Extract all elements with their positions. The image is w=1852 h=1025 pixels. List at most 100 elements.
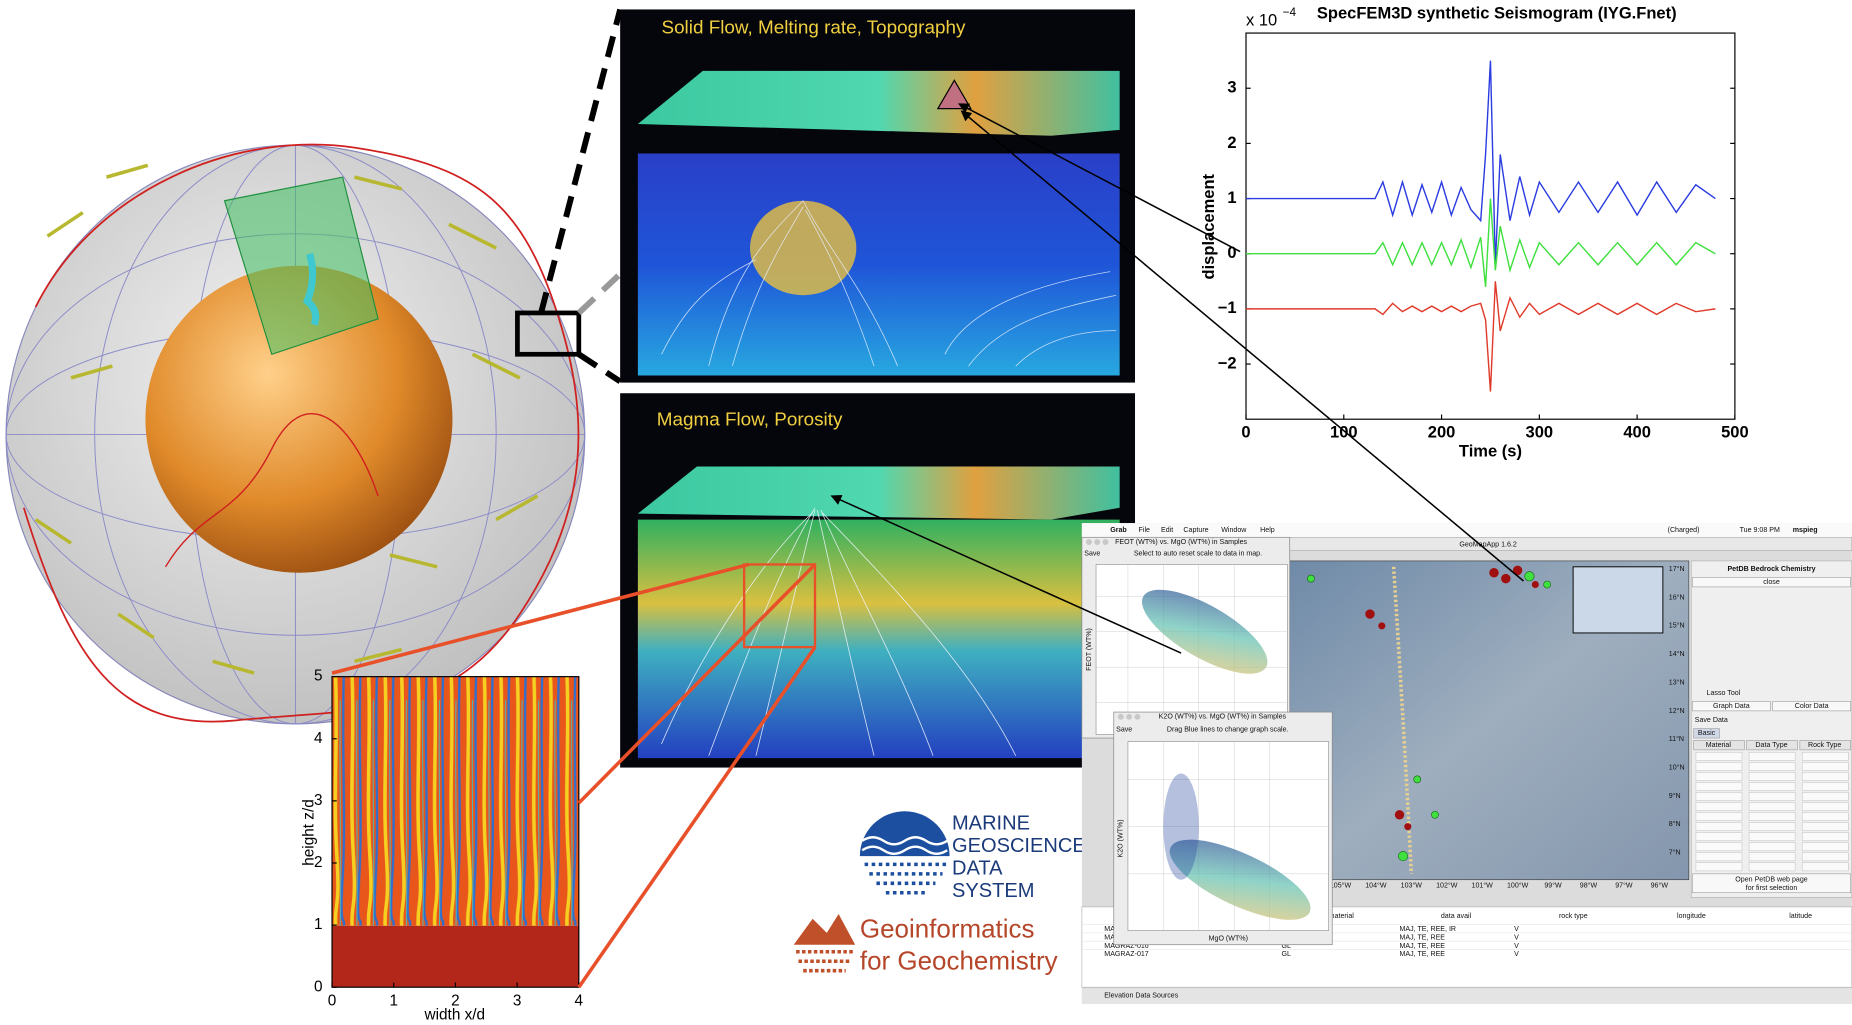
logo-text: GEOSCIENCE [952,835,1086,857]
menu-item[interactable]: Edit [1161,526,1173,534]
filter-cell[interactable] [1696,853,1742,861]
close-button-label[interactable]: close [1763,578,1780,586]
collage: Solid Flow, Melting rate, Topography Mag… [0,0,1852,1025]
logo-text: Geoinformatics [860,913,1035,943]
filter-cell[interactable] [1802,782,1848,790]
filter-cell[interactable] [1802,772,1848,780]
tab-label[interactable]: Basic [1698,729,1716,737]
filter-cell[interactable] [1696,802,1742,810]
logo-text: DATA [952,857,1003,879]
filter-cell[interactable] [1749,762,1795,770]
lon-label: 101°W [1472,882,1494,890]
panel-title: Solid Flow, Melting rate, Topography [661,17,965,38]
table-cell: V [1514,933,1519,941]
filter-cell[interactable] [1696,812,1742,820]
button-label[interactable]: Color Data [1795,702,1829,710]
table-cell: MAGRAZ-017 [1104,950,1149,958]
lon-label: 98°W [1580,882,1598,890]
filter-cell[interactable] [1749,863,1795,871]
lat-label: 12°N [1669,707,1685,715]
save-button[interactable]: Save [1116,726,1132,734]
filter-cell[interactable] [1802,822,1848,830]
graph-hint: Drag Blue lines to change graph scale. [1167,726,1289,734]
lat-label: 15°N [1669,622,1685,630]
window-title-bar [1290,537,1852,550]
filter-cell[interactable] [1802,812,1848,820]
menu-item[interactable]: Capture [1183,526,1208,534]
filter-cell[interactable] [1802,833,1848,841]
window-title: GeoMapApp 1.6.2 [1459,540,1517,548]
filter-cell[interactable] [1749,843,1795,851]
button-label[interactable]: Graph Data [1713,702,1750,710]
lon-label: 104°W [1365,882,1387,890]
filter-cell[interactable] [1802,792,1848,800]
filter-cell[interactable] [1749,822,1795,830]
menu-item[interactable]: File [1139,526,1150,534]
zoom-line [541,9,620,312]
lon-label: 105°W [1330,882,1352,890]
lat-label: 13°N [1669,678,1685,686]
filter-cell[interactable] [1749,772,1795,780]
filter-cell[interactable] [1696,772,1742,780]
graph-x-label: MgO (WT%) [1209,935,1248,943]
x-tick-label: 0 [1241,423,1250,442]
column-header-label: Material [1706,741,1732,749]
graph-title: K2O (WT%) vs. MgO (WT%) in Samples [1159,713,1287,721]
elevation-sources[interactable]: Elevation Data Sources [1104,991,1178,999]
filter-cell[interactable] [1749,853,1795,861]
filter-cell[interactable] [1802,802,1848,810]
logo-text: for Geochemistry [860,945,1058,975]
lat-label: 10°N [1669,763,1685,771]
globe [6,9,620,723]
filter-cell[interactable] [1749,782,1795,790]
y-tick-label: −2 [1218,353,1237,372]
table-cell: GL [1281,950,1291,958]
graph-y-label: FEOT (WT%) [1085,628,1093,671]
lon-label: 97°W [1615,882,1633,890]
table-cell: MAJ, TE, REE [1400,933,1446,941]
graph-y-label: K2O (WT%) [1117,819,1125,857]
menu-item[interactable]: Help [1260,526,1275,534]
y-tick-label: 3 [314,792,323,809]
seismogram-chart: SpecFEM3D synthetic Seismogram (IYG.Fnet… [1199,4,1749,461]
y-tick-label: 4 [314,730,323,747]
filter-cell[interactable] [1749,812,1795,820]
filter-cell[interactable] [1802,762,1848,770]
table-header: rock type [1559,912,1588,920]
lat-label: 14°N [1669,650,1685,658]
plot-frame [1246,33,1735,419]
filter-cell[interactable] [1802,843,1848,851]
save-data[interactable]: Save Data [1695,716,1728,724]
filter-cell[interactable] [1696,782,1742,790]
y-tick-label: 3 [1227,78,1236,97]
geomapapp-screenshot: GrabFileEditCaptureWindowHelp (Charged) … [1082,523,1852,1004]
lat-label: 17°N [1669,565,1685,573]
filter-cell[interactable] [1696,752,1742,760]
filter-cell[interactable] [1749,792,1795,800]
filter-cell[interactable] [1802,863,1848,871]
open-petdb-label[interactable]: for first selection [1746,884,1798,892]
filter-cell[interactable] [1749,833,1795,841]
filter-cell[interactable] [1749,802,1795,810]
y-axis-label: displacement [1199,173,1218,279]
menu-item[interactable]: Grab [1110,526,1127,534]
filter-cell[interactable] [1696,863,1742,871]
save-button[interactable]: Save [1084,550,1100,558]
filter-cell[interactable] [1696,822,1742,830]
user: mspieg [1793,526,1818,534]
column-header-label: Rock Type [1808,741,1841,749]
table-cell: V [1514,942,1519,950]
menu-item[interactable]: Window [1221,526,1247,534]
logo-icon [794,914,855,945]
lasso-tool[interactable]: Lasso Tool [1707,689,1741,697]
open-petdb-label[interactable]: Open PetDB web page [1735,876,1807,884]
filter-cell[interactable] [1802,752,1848,760]
filter-cell[interactable] [1749,752,1795,760]
filter-cell[interactable] [1696,792,1742,800]
lon-label: 103°W [1401,882,1423,890]
filter-cell[interactable] [1802,853,1848,861]
filter-cell[interactable] [1696,843,1742,851]
filter-cell[interactable] [1696,762,1742,770]
y-tick-label: 5 [314,668,323,685]
filter-cell[interactable] [1696,833,1742,841]
